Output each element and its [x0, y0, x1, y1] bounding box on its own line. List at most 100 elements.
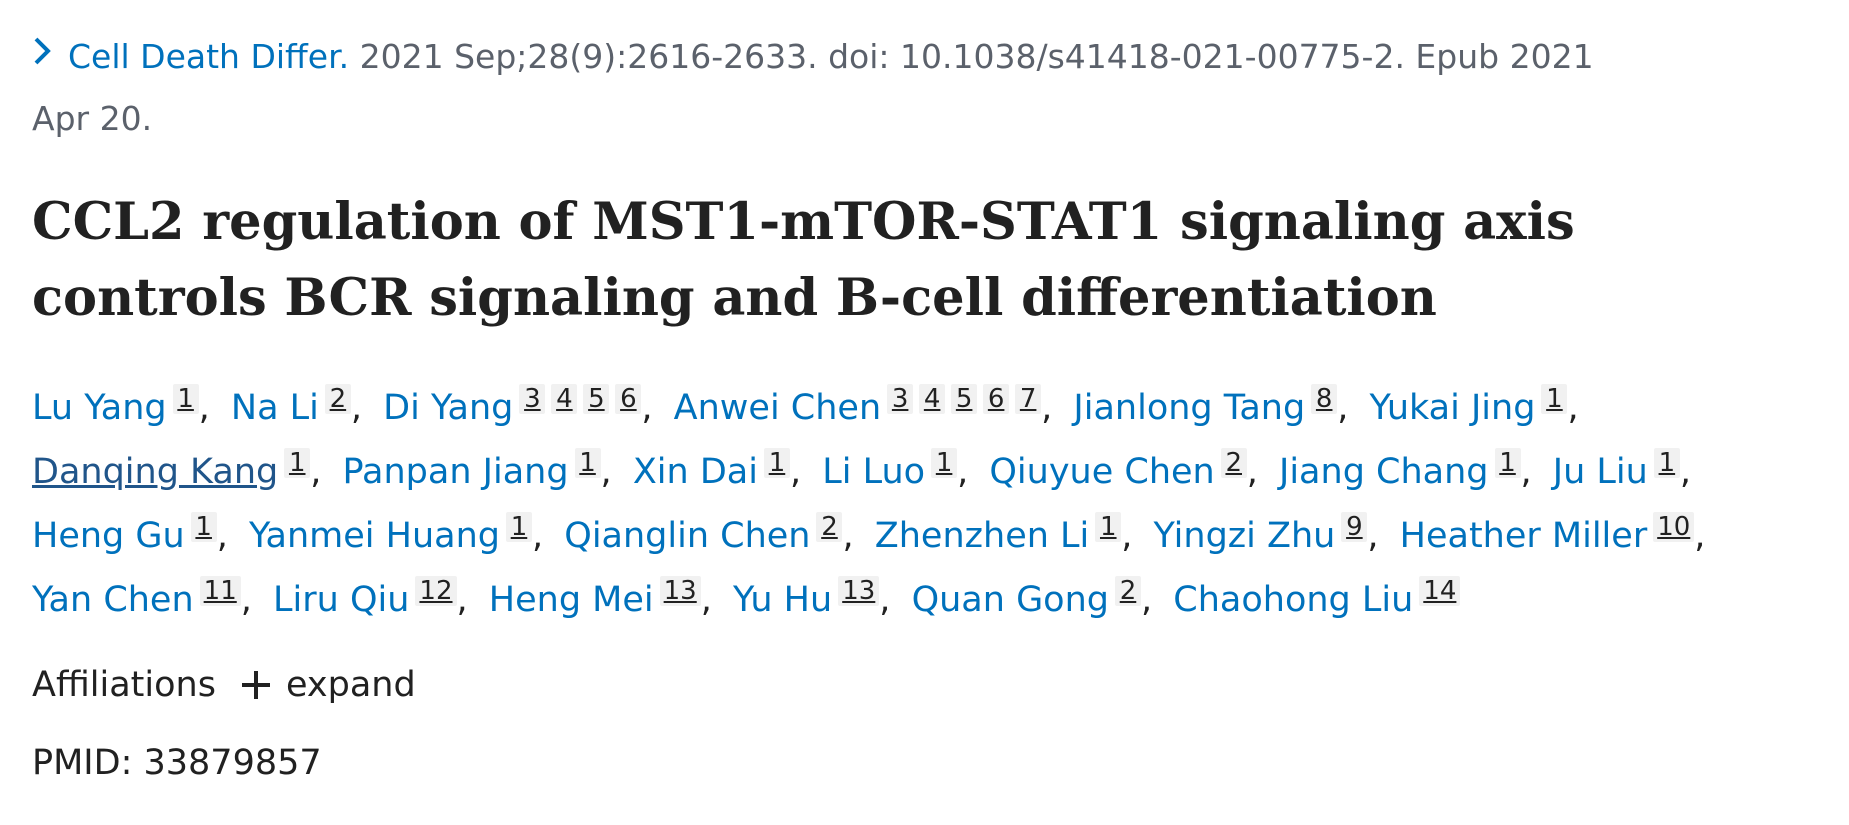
author-name-link[interactable]: Heather Miller	[1399, 516, 1648, 556]
author-item: Xin Dai 1,	[632, 448, 811, 492]
author-separator: ,	[1520, 452, 1532, 492]
affiliation-ref-link[interactable]: 1	[1095, 512, 1122, 542]
affiliation-ref-link[interactable]: 7	[1015, 384, 1042, 414]
author-item: Yingzi Zhu 9,	[1153, 512, 1389, 556]
affiliation-ref-link[interactable]: 1	[284, 448, 311, 478]
affiliation-ref-link[interactable]: 13	[659, 576, 701, 606]
authors-list: Lu Yang 1, Na Li 2, Di Yang 3 4 5 6, Anwei Che…	[32, 376, 1832, 632]
author-item: Di Yang 3 4 5 6,	[383, 384, 662, 428]
affiliation-ref-link[interactable]: 5	[951, 384, 978, 414]
affiliation-ref-link[interactable]: 3	[519, 384, 546, 414]
author-name-link[interactable]: Yanmei Huang	[248, 516, 500, 556]
expand-label: expand	[285, 665, 416, 705]
author-name-link[interactable]: Yu Hu	[733, 580, 833, 620]
affiliation-ref-link[interactable]: 1	[931, 448, 958, 478]
affiliation-ref-link[interactable]: 1	[574, 448, 601, 478]
affiliation-ref-link[interactable]: 6	[983, 384, 1010, 414]
author-item: Liru Qiu 12,	[273, 576, 478, 620]
author-separator: ,	[1694, 516, 1706, 556]
author-name-link[interactable]: Heng Gu	[32, 516, 185, 556]
affiliation-ref-link[interactable]: 2	[816, 512, 843, 542]
affiliation-ref-link[interactable]: 4	[919, 384, 946, 414]
plus-icon	[241, 671, 270, 699]
author-separator: ,	[789, 452, 802, 492]
author-item: Zhenzhen Li 1,	[874, 512, 1143, 556]
author-name-link[interactable]: Jiang Chang	[1279, 452, 1489, 492]
author-separator: ,	[310, 452, 322, 492]
expand-affiliations-button[interactable]: expand	[241, 662, 416, 708]
author-separator: ,	[641, 388, 653, 428]
affiliation-ref-link[interactable]: 1	[1494, 448, 1521, 478]
author-name-link[interactable]: Lu Yang	[32, 388, 167, 428]
chevron-right-icon[interactable]	[32, 24, 52, 86]
affiliation-ref-link[interactable]: 3	[887, 384, 914, 414]
affiliation-ref-link[interactable]: 6	[615, 384, 642, 414]
affiliation-ref-link[interactable]: 1	[763, 448, 790, 478]
author-name-link[interactable]: Na Li	[230, 388, 319, 428]
affiliation-ref-link[interactable]: 1	[172, 384, 199, 414]
author-separator: ,	[1679, 452, 1691, 492]
author-separator: ,	[1041, 388, 1053, 428]
author-name-link[interactable]: Yan Chen	[32, 580, 194, 620]
affiliation-ref-link[interactable]: 1	[1541, 384, 1568, 414]
affiliation-ref-link[interactable]: 1	[190, 512, 217, 542]
author-name-link[interactable]: Jianlong Tang	[1073, 388, 1306, 428]
affiliation-ref-link[interactable]: 1	[505, 512, 532, 542]
author-item: Anwei Chen 3 4 5 6 7,	[673, 384, 1063, 428]
author-item: Jiang Chang 1,	[1279, 448, 1542, 492]
affiliation-ref-link[interactable]: 12	[415, 576, 457, 606]
affiliation-ref-link[interactable]: 2	[1220, 448, 1247, 478]
author-separator: ,	[1567, 388, 1579, 428]
author-item: Qiuyue Chen 2,	[989, 448, 1268, 492]
author-separator: ,	[1141, 580, 1153, 620]
affiliation-ref-link[interactable]: 10	[1653, 512, 1695, 542]
author-separator: ,	[531, 516, 544, 556]
author-separator: ,	[1367, 516, 1379, 556]
affiliation-ref-link[interactable]: 4	[551, 384, 578, 414]
author-name-link[interactable]: Heng Mei	[488, 580, 654, 620]
author-name-link[interactable]: Liru Qiu	[273, 580, 410, 620]
author-name-link[interactable]: Danqing Kang	[32, 452, 279, 492]
author-name-link[interactable]: Yingzi Zhu	[1153, 516, 1336, 556]
affiliation-ref-link[interactable]: 13	[838, 576, 880, 606]
affiliation-ref-link[interactable]: 9	[1341, 512, 1368, 542]
article-citation: Cell Death Differ. 2021 Sep;28(9):2616-2…	[32, 26, 1632, 150]
affiliations-label: Affiliations	[32, 665, 216, 705]
author-name-link[interactable]: Qiuyue Chen	[989, 452, 1215, 492]
author-separator: ,	[198, 388, 210, 428]
author-item: Danqing Kang 1,	[32, 448, 331, 492]
author-name-link[interactable]: Li Luo	[822, 452, 926, 492]
affiliation-ref-link[interactable]: 1	[1653, 448, 1680, 478]
affiliation-ref-link[interactable]: 5	[583, 384, 610, 414]
affiliation-ref-link[interactable]: 2	[324, 384, 351, 414]
author-item: Ju Liu 1,	[1552, 448, 1701, 492]
author-item: Quan Gong 2,	[911, 576, 1163, 620]
affiliation-ref-link[interactable]: 2	[1115, 576, 1141, 606]
author-name-link[interactable]: Di Yang	[383, 388, 514, 428]
affiliation-ref-link[interactable]: 11	[199, 576, 241, 606]
author-separator: ,	[1337, 388, 1349, 428]
author-name-link[interactable]: Ju Liu	[1552, 452, 1648, 492]
affiliation-ref-link[interactable]: 8	[1311, 384, 1338, 414]
author-name-link[interactable]: Zhenzhen Li	[874, 516, 1090, 556]
affiliation-ref-link[interactable]: 14	[1419, 576, 1461, 606]
author-separator: ,	[240, 580, 252, 620]
author-name-link[interactable]: Qianglin Chen	[564, 516, 811, 556]
author-item: Chaohong Liu 14	[1173, 576, 1461, 620]
author-name-link[interactable]: Xin Dai	[632, 452, 758, 492]
author-name-link[interactable]: Anwei Chen	[673, 388, 882, 428]
author-separator: ,	[957, 452, 969, 492]
author-name-link[interactable]: Quan Gong	[911, 580, 1109, 620]
journal-link[interactable]: Cell Death Differ.	[68, 37, 350, 76]
article-header: Cell Death Differ. 2021 Sep;28(9):2616-2…	[32, 26, 1705, 783]
citation-details: 2021 Sep;28(9):2616-2633. doi: 10.1038/s…	[32, 37, 1594, 138]
author-item: Heng Mei 13,	[488, 576, 722, 620]
author-separator: ,	[1246, 452, 1258, 492]
author-item: Yu Hu 13,	[733, 576, 900, 620]
author-item: Heng Gu 1,	[32, 512, 238, 556]
author-name-link[interactable]: Chaohong Liu	[1173, 580, 1414, 620]
author-item: Yan Chen 11,	[32, 576, 262, 620]
author-separator: ,	[842, 516, 854, 556]
author-name-link[interactable]: Panpan Jiang	[342, 452, 569, 492]
author-name-link[interactable]: Yukai Jing	[1369, 388, 1536, 428]
